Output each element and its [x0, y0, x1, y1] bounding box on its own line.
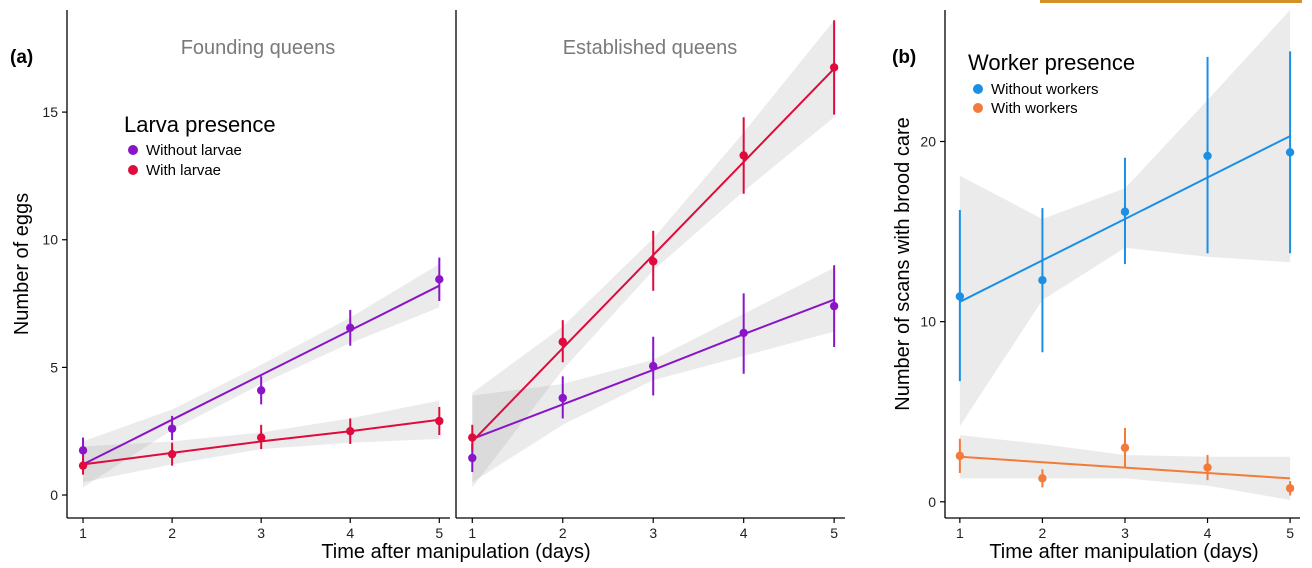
x-tick-label: 4	[1204, 525, 1212, 541]
legend-label-with-larvae: With larvae	[146, 162, 221, 179]
data-point-without-larvae	[829, 301, 839, 311]
data-point-without-workers	[1203, 151, 1212, 161]
data-point-without-larvae	[468, 453, 477, 463]
data-point-without-larvae	[558, 393, 567, 403]
data-point-with-larvae	[558, 337, 567, 347]
y-axis-title-a: Number of eggs	[11, 193, 33, 335]
legend-key-without-larvae	[128, 145, 138, 155]
data-point-with-larvae	[256, 433, 266, 442]
legend-key-with-larvae	[128, 165, 138, 175]
panel-label-a: (a)	[10, 47, 33, 68]
data-point-with-larvae	[468, 433, 477, 442]
data-point-with-workers	[1203, 463, 1212, 472]
data-point-without-workers	[955, 292, 965, 301]
x-tick-label: 4	[740, 525, 748, 541]
x-axis-title-b: Time after manipulation (days)	[989, 541, 1258, 563]
y-tick-label: 0	[928, 494, 936, 510]
y-tick-label: 15	[42, 104, 58, 120]
legend-larva: Larva presence Without larvae With larva…	[124, 112, 276, 179]
data-point-with-workers	[1038, 474, 1047, 483]
fit-line-without-larvae	[82, 284, 440, 466]
fit-line-without-workers	[959, 135, 1291, 303]
legend-label-without-larvae: Without larvae	[146, 142, 242, 159]
data-point-without-larvae	[649, 361, 658, 371]
data-point-without-larvae	[435, 275, 444, 284]
data-point-with-larvae	[435, 416, 444, 426]
x-tick-label: 5	[1286, 525, 1294, 541]
data-point-without-larvae	[346, 323, 355, 333]
data-point-without-workers	[1038, 276, 1047, 285]
x-tick-label: 5	[830, 525, 838, 541]
fit-line-with-workers	[959, 455, 1291, 480]
data-point-without-workers	[1120, 207, 1130, 216]
legend-title-larva: Larva presence	[124, 112, 276, 137]
data-point-with-larvae	[649, 257, 658, 266]
data-point-with-larvae	[739, 151, 748, 160]
x-tick-label: 3	[649, 525, 657, 541]
legend-key-without-workers	[973, 84, 983, 94]
fit-line-with-larvae	[471, 68, 835, 443]
plot-founding-queens: 0 5 10 15 1 2 3 4 5	[42, 104, 444, 541]
y-tick-label: 20	[920, 134, 936, 150]
accent-bar	[1040, 0, 1302, 3]
data-point-with-larvae	[167, 449, 177, 459]
y-axis-title-b: Number of scans with brood care	[892, 117, 914, 410]
y-tick-label: 10	[42, 232, 58, 248]
facet-title-founding: Founding queens	[181, 37, 336, 59]
x-tick-label: 1	[468, 525, 476, 541]
data-point-with-larvae	[829, 63, 839, 72]
x-tick-label: 4	[346, 525, 354, 541]
legend-label-without-workers: Without workers	[991, 81, 1099, 98]
x-tick-label: 1	[79, 525, 87, 541]
x-tick-label: 5	[435, 525, 443, 541]
data-point-without-larvae	[78, 446, 88, 455]
data-point-without-larvae	[167, 424, 177, 433]
x-tick-label: 2	[168, 525, 176, 541]
data-point-with-workers	[955, 451, 965, 461]
panel-label-b: (b)	[892, 47, 916, 68]
legend-worker: Worker presence Without workers With wor…	[968, 50, 1135, 117]
data-point-with-larvae	[78, 461, 88, 470]
data-point-without-larvae	[256, 386, 266, 395]
legend-key-with-workers	[973, 103, 983, 113]
facet-title-established: Established queens	[563, 37, 738, 59]
data-point-with-workers	[1120, 443, 1130, 452]
x-axis-title-a: Time after manipulation (days)	[321, 541, 590, 563]
x-tick-label: 1	[956, 525, 964, 541]
x-tick-label: 3	[257, 525, 265, 541]
legend-label-with-workers: With workers	[991, 100, 1078, 117]
legend-title-worker: Worker presence	[968, 50, 1135, 75]
plot-brood-care: 0 10 20 1 2 3 4 5	[920, 10, 1295, 541]
data-point-without-workers	[1285, 148, 1295, 157]
y-tick-label: 10	[920, 314, 936, 330]
x-tick-label: 2	[559, 525, 567, 541]
x-tick-label: 3	[1121, 525, 1129, 541]
x-tick-label: 2	[1039, 525, 1047, 541]
data-point-without-larvae	[739, 328, 748, 338]
y-tick-label: 0	[50, 487, 58, 503]
plot-established-queens: 1 2 3 4 5	[468, 20, 839, 541]
y-tick-label: 5	[50, 359, 58, 375]
data-point-with-larvae	[346, 427, 355, 436]
data-point-with-workers	[1285, 484, 1295, 493]
